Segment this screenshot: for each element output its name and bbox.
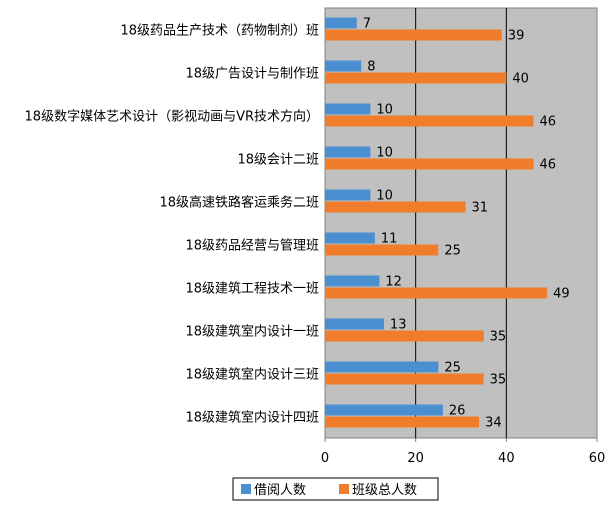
data-label: 39	[508, 29, 525, 44]
data-label: 10	[376, 146, 393, 161]
legend-box	[232, 477, 439, 501]
category-label: 18级广告设计与制作班	[185, 67, 319, 82]
legend-swatch	[339, 484, 349, 494]
bar	[325, 201, 466, 213]
data-label: 12	[385, 275, 402, 290]
bar	[325, 404, 443, 416]
category-label: 18级高速铁路客运乘务二班	[159, 195, 319, 211]
category-label: 18级数字媒体艺术设计（影视动画与VR技术方向）	[25, 109, 319, 125]
data-label: 35	[490, 330, 507, 345]
legend-swatch	[241, 484, 251, 494]
bar	[325, 318, 384, 330]
data-label: 25	[444, 244, 461, 259]
bar	[325, 189, 371, 201]
x-tick-label: 0	[321, 451, 329, 466]
bar	[325, 60, 362, 72]
category-label: 18级药品经营与管理班	[185, 239, 319, 254]
bar	[325, 146, 371, 158]
category-label: 18级建筑室内设计一班	[185, 324, 319, 340]
bar	[325, 72, 507, 84]
x-tick-label: 20	[407, 451, 424, 466]
bar	[325, 373, 484, 385]
data-label: 10	[376, 103, 393, 118]
bar	[325, 115, 534, 127]
data-label: 49	[553, 287, 570, 302]
bar	[325, 29, 502, 41]
x-axis-ticks: 0 20 40 60	[321, 438, 605, 466]
bar	[325, 232, 375, 244]
data-label: 11	[381, 232, 398, 247]
bar	[325, 287, 548, 299]
data-label: 25	[444, 361, 461, 376]
category-label: 18级建筑室内设计三班	[185, 367, 319, 383]
data-label: 34	[485, 416, 502, 431]
data-label: 35	[490, 373, 507, 388]
data-label: 46	[540, 115, 557, 130]
category-label: 18级建筑室内设计四班	[185, 410, 319, 426]
data-label: 13	[390, 318, 407, 333]
bar	[325, 158, 534, 170]
category-label: 18级建筑工程技术一班	[185, 281, 319, 297]
category-label: 18级药品生产技术（药物制剂）班	[120, 24, 319, 39]
data-labels: 7 39 8 40 10 46 10 46 10 31 11 25 12 49 13 35 25 35 26 34	[363, 17, 570, 431]
bar	[325, 17, 357, 29]
legend-label: 借阅人数	[254, 483, 306, 498]
bar	[325, 103, 371, 115]
bars	[325, 17, 548, 428]
data-label: 31	[472, 201, 489, 216]
legend-label: 班级总人数	[352, 483, 417, 498]
bar	[325, 330, 484, 342]
x-tick-label: 60	[589, 451, 606, 466]
x-tick-label: 40	[498, 451, 515, 466]
data-label: 26	[449, 404, 466, 419]
data-label: 10	[376, 189, 393, 204]
bar	[325, 275, 380, 287]
legend: 借阅人数 班级总人数	[232, 477, 439, 501]
category-labels: 18级药品生产技术（药物制剂）班 18级广告设计与制作班 18级数字媒体艺术设计（影…	[25, 24, 319, 426]
data-label: 8	[367, 60, 375, 75]
bar	[325, 416, 480, 428]
bar	[325, 244, 439, 256]
data-label: 46	[540, 158, 557, 173]
category-label: 18级会计二班	[237, 153, 319, 168]
data-label: 40	[512, 72, 529, 87]
bar	[325, 361, 439, 373]
data-label: 7	[363, 17, 371, 32]
